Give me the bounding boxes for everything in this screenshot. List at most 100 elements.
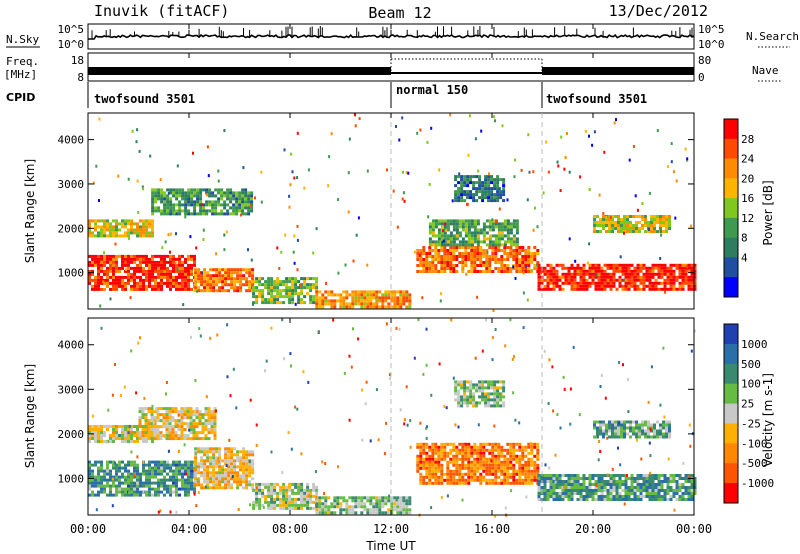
power-cell-2 [273,301,277,305]
power-cell-9 [617,215,620,218]
power-scatter-cell [634,194,637,198]
velocity-cell-2 [270,485,274,489]
power-cell-3 [369,305,373,309]
power-cell-10 [163,197,167,201]
velocity-cell-7 [144,413,148,417]
power-cell-0 [193,257,196,261]
power-cell-5 [651,272,655,276]
power-cell-3 [387,296,391,300]
velocity-cell-0 [100,487,103,491]
velocity-cell-6 [124,431,127,434]
power-cell-10 [247,209,251,213]
velocity-cell-4 [419,463,423,467]
velocity-cell-8 [472,383,476,387]
power-cell-6 [151,222,154,226]
power-cell-2 [261,298,265,302]
power-scatter-cell [312,251,315,255]
velocity-cell-5 [624,486,628,489]
velocity-cell-4 [497,454,501,458]
power-colorbar-label: Power [dB] [761,180,775,245]
power-cell-9 [641,215,644,218]
power-cell-1 [209,283,213,287]
velocity-cell-5 [639,489,643,492]
power-cell-0 [178,287,181,291]
power-cell-4 [518,267,522,270]
velocity-cell-6 [127,437,130,440]
power-cell-5 [612,269,616,273]
velocity-cell-4 [512,442,516,446]
power-scatter-cell [315,299,318,303]
power-cell-6 [100,231,103,235]
power-cell-8 [487,178,491,182]
velocity-cell-5 [687,495,691,498]
velocity-cell-4 [452,463,456,467]
power-cell-8 [478,190,482,194]
velocity-cell-4 [416,454,420,458]
velocity-cell-0 [157,472,160,476]
power-cell-5 [627,269,631,273]
power-cell-0 [190,272,193,276]
velocity-cell-2 [285,491,289,495]
power-cell-4 [470,264,474,267]
velocity-cell-7 [156,428,160,432]
power-cell-10 [250,191,254,195]
power-cell-3 [405,296,409,300]
power-cell-6 [97,219,100,223]
power-cell-8 [502,178,506,182]
power-cell-4 [449,249,453,252]
power-cell-8 [481,184,485,188]
power-cell-1 [194,268,198,272]
velocity-cell-7 [210,428,214,432]
power-cell-10 [238,197,242,201]
velocity-cell-1 [218,468,222,472]
velocity-cell-4 [434,460,438,464]
power-cell-10 [205,200,209,204]
velocity-cell-4 [431,448,435,452]
power-cell-9 [626,230,629,233]
velocity-cell-4 [494,466,498,470]
power-cell-7 [431,225,435,229]
velocity-cell-6 [133,434,136,437]
velocity-cell-1 [200,465,204,469]
velocity-cell-6 [97,431,100,434]
power-cell-0 [103,287,106,291]
velocity-cell-0 [127,484,130,488]
velocity-cell-2 [258,506,262,510]
power-cell-5 [663,287,667,291]
power-cell-4 [524,270,528,273]
velocity-cell-4 [452,469,456,473]
velocity-cell-3 [318,496,322,500]
velocity-cell-1 [194,483,198,487]
power-scatter-cell [632,145,635,148]
power-cell-0 [121,287,124,291]
power-scatter-cell [568,170,571,174]
power-cell-8 [469,196,473,200]
power-cell-4 [446,249,450,252]
power-cell-3 [387,293,391,297]
velocity-cell-9 [659,429,662,433]
power-cell-10 [211,212,215,216]
power-cell-6 [151,228,154,232]
velocity-cell-4 [428,457,432,461]
power-cell-0 [139,269,142,273]
velocity-cell-5 [588,480,592,483]
power-cell-7 [449,222,453,226]
velocity-cell-0 [97,466,100,470]
power-cell-2 [285,292,289,296]
power-cell-7 [470,219,474,223]
velocity-cell-0 [148,493,151,497]
power-cell-5 [669,275,673,279]
power-cell-7 [452,228,456,232]
power-scatter-cell [667,165,669,169]
power-cell-3 [351,299,355,303]
velocity-cell-4 [425,469,429,473]
velocity-cell-0 [157,466,160,470]
power-scatter-cell [602,212,605,215]
power-cell-3 [315,293,319,297]
velocity-cell-7 [159,431,163,435]
power-cell-5 [564,281,568,285]
power-cell-10 [184,191,188,195]
power-cell-2 [264,286,268,290]
velocity-cell-1 [227,462,231,466]
power-cell-4 [530,258,534,261]
